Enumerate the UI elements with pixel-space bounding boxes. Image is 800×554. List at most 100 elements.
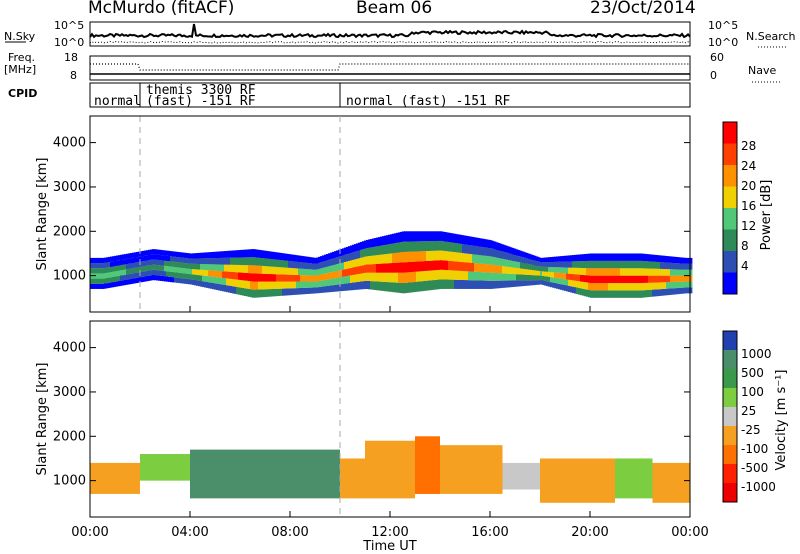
power-cell [588, 268, 591, 276]
cpid-label: CPID [8, 87, 38, 100]
power-cell [588, 282, 591, 290]
power-cell [496, 280, 499, 289]
power-cell [352, 259, 355, 268]
power-cell [426, 241, 429, 252]
power-cell [590, 290, 593, 298]
power-cell [464, 235, 467, 245]
power-cell [658, 268, 661, 276]
power-cell [102, 273, 105, 279]
power-cell [544, 276, 547, 281]
power-cell [364, 240, 367, 249]
power-cell [260, 265, 263, 274]
power-cell [270, 251, 273, 260]
power-cell [406, 282, 409, 293]
power-cell [548, 257, 551, 263]
power-cell [154, 249, 157, 255]
power-cell [336, 257, 339, 265]
power-cell [616, 253, 619, 261]
power-cell [436, 260, 439, 271]
power-cell [92, 278, 95, 284]
power-cell [442, 241, 445, 251]
power-cell [136, 262, 139, 268]
power-cell [208, 282, 211, 289]
power-cell [294, 268, 297, 275]
power-cell [528, 274, 531, 281]
power-cell [270, 266, 273, 275]
power-cell [362, 273, 365, 282]
time-axis: 00:00 04:00 08:00 12:00 16:00 20:00 00:00 [71, 306, 709, 540]
power-cell [622, 283, 625, 291]
power-cell [562, 278, 565, 285]
power-cell [520, 250, 523, 257]
power-cell [304, 268, 307, 276]
power-cell [204, 252, 207, 259]
power-cell [420, 251, 423, 262]
power-cell [648, 261, 651, 269]
power-cell [654, 275, 657, 283]
power-cell [434, 250, 437, 261]
power-cell [622, 268, 625, 276]
power-cell [420, 261, 423, 272]
velocity-cell [502, 462, 540, 490]
power-cell [558, 267, 561, 273]
power-cell [126, 269, 129, 275]
power-cell [308, 269, 311, 276]
power-cell [400, 282, 403, 294]
power-cell [188, 263, 191, 269]
power-cell [314, 281, 317, 288]
power-cell [570, 267, 573, 274]
power-cell [632, 260, 635, 269]
power-cell [400, 272, 403, 283]
power-cell [428, 250, 431, 261]
power-cell [634, 268, 637, 276]
power-cell [386, 272, 389, 283]
power-cell [358, 273, 361, 282]
power-cell [530, 254, 533, 260]
power-cell [314, 269, 317, 276]
power-cell [662, 268, 665, 276]
colorbar-tick-label: -1000 [741, 480, 776, 494]
power-cell [374, 238, 377, 247]
power-cell [632, 290, 635, 298]
power-cell [442, 231, 445, 242]
power-cell [490, 248, 493, 257]
noise-sky-line [89, 23, 691, 39]
power-cell [534, 265, 537, 271]
power-cell [216, 270, 219, 278]
power-cell [168, 271, 171, 277]
freq-panel [89, 55, 782, 83]
power-cell [634, 260, 637, 269]
power-cell [600, 283, 603, 291]
power-cell [246, 288, 249, 297]
power-cell [564, 261, 567, 268]
power-cell [202, 269, 205, 276]
power-cell [502, 258, 505, 267]
power-cell [392, 272, 395, 283]
power-cell [674, 263, 677, 270]
power-cell [668, 282, 671, 289]
power-cell [150, 270, 153, 276]
power-cell [478, 271, 481, 281]
velocity-cell [652, 462, 690, 503]
power-cell [590, 283, 593, 291]
power-cell [484, 280, 487, 289]
power-cell [606, 290, 609, 298]
power-cell [662, 288, 665, 296]
power-cell [436, 231, 439, 241]
power-cell [298, 268, 301, 276]
power-cell [438, 260, 441, 270]
power-cell [552, 272, 555, 278]
power-cell [168, 266, 171, 272]
power-cell [418, 231, 421, 242]
power-cell [356, 274, 359, 283]
power-cell [254, 265, 257, 274]
power-cell [538, 261, 541, 267]
power-cell [194, 280, 197, 286]
power-cell [226, 250, 229, 258]
power-cell [312, 263, 315, 270]
power-cell [536, 265, 539, 271]
power-cell [220, 251, 223, 258]
power-cell [550, 282, 553, 288]
power-cell [116, 265, 119, 272]
